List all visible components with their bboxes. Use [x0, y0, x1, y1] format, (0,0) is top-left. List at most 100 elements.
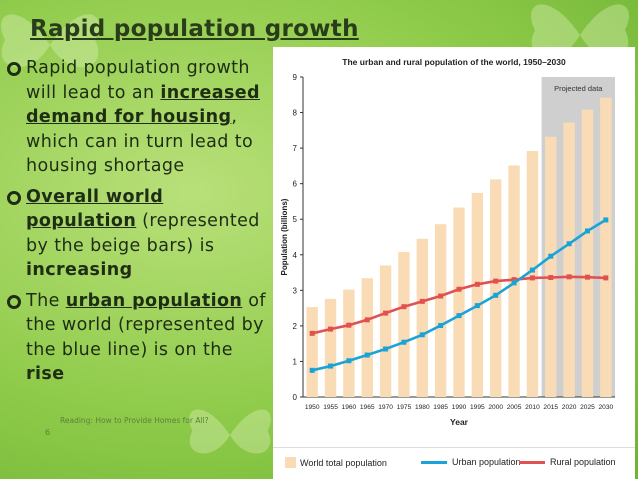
legend-swatch-bar — [285, 457, 296, 468]
bar-world-2030 — [600, 97, 612, 397]
ring-bullet-icon — [7, 294, 21, 309]
bar-world-1955 — [324, 298, 337, 397]
bullet-text: of the world (represented by the blue li… — [26, 290, 266, 360]
point-urban-2025 — [584, 228, 590, 234]
slide-number: 6 — [45, 428, 51, 437]
x-tick-label: 1970 — [378, 404, 393, 411]
point-urban-1975 — [401, 339, 407, 345]
point-urban-1985 — [438, 323, 444, 329]
point-urban-1990 — [456, 313, 462, 319]
y-tick-label: 1 — [293, 357, 298, 366]
point-urban-1995 — [474, 303, 480, 309]
point-urban-2005 — [511, 280, 517, 286]
point-urban-1965 — [364, 352, 370, 358]
point-urban-1955 — [328, 363, 334, 369]
point-rural-1990 — [456, 286, 462, 292]
y-tick-label: 8 — [293, 109, 298, 118]
slide-title: Rapid population growth — [30, 16, 359, 42]
bullet-item: Overall world population (represented by… — [6, 185, 274, 283]
bullet-emphasis: increased demand for housing — [26, 82, 260, 128]
point-rural-1970 — [383, 310, 389, 316]
butterfly-decoration — [531, 4, 629, 58]
y-tick-label: 0 — [293, 393, 298, 402]
bar-world-1960 — [343, 289, 355, 397]
x-tick-label: 1960 — [342, 404, 357, 411]
legend-label: Urban population — [452, 457, 521, 467]
y-tick-label: 7 — [293, 144, 298, 153]
point-urban-1960 — [346, 358, 352, 364]
projected-data-label: Projected data — [554, 84, 603, 93]
bar-world-1975 — [398, 251, 410, 397]
y-tick-label: 9 — [293, 73, 298, 82]
point-rural-1950 — [309, 330, 315, 336]
point-urban-2020 — [566, 241, 572, 247]
y-axis-label: Population (billions) — [280, 198, 289, 275]
y-tick-label: 4 — [293, 251, 298, 260]
bullet-text: Rapid population growth will lead to an — [26, 58, 250, 103]
x-tick-label: 2000 — [488, 404, 503, 411]
point-rural-2015 — [548, 275, 554, 281]
butterfly-decoration — [1, 14, 99, 68]
bullet-text: , which can in turn lead to housing shor… — [26, 107, 254, 176]
x-axis-label: Year — [450, 417, 469, 427]
legend-label: World total population — [300, 457, 387, 468]
x-tick-label: 1975 — [397, 404, 412, 411]
bar-world-1950 — [306, 307, 318, 397]
bullet-text: The — [26, 290, 66, 311]
chart-title: The urban and rural population of the wo… — [342, 57, 566, 67]
point-rural-2005 — [511, 277, 517, 283]
bar-world-1995 — [471, 192, 484, 397]
y-tick-label: 2 — [293, 322, 298, 331]
legend-swatch-rural — [519, 460, 545, 464]
x-tick-label: 2025 — [580, 404, 595, 411]
chart-panel: The urban and rural population of the wo… — [273, 47, 635, 479]
bullet-list: Rapid population growth will lead to an … — [6, 56, 274, 393]
bar-world-2000 — [490, 179, 502, 397]
point-rural-1965 — [364, 317, 370, 323]
x-tick-label: 2015 — [543, 404, 558, 411]
ring-bullet-icon — [7, 190, 21, 205]
bar-world-2020 — [563, 122, 575, 397]
bullet-bold: rise — [26, 364, 65, 384]
point-rural-1980 — [419, 298, 425, 304]
legend-swatch-urban — [421, 460, 447, 464]
bar-world-1990 — [453, 207, 465, 397]
y-tick-label: 6 — [293, 180, 298, 189]
bar-world-1985 — [434, 224, 447, 397]
footer-text: Reading: How to Provide Homes for All? — [60, 416, 209, 425]
point-urban-2010 — [529, 267, 535, 273]
bullet-text: (represented by the beige bars) is — [26, 211, 260, 256]
point-rural-1995 — [474, 281, 480, 287]
bullet-emphasis: urban population — [65, 290, 243, 311]
point-urban-2030 — [603, 217, 609, 223]
point-rural-2010 — [529, 275, 535, 281]
bar-world-1965 — [361, 278, 373, 397]
bar-world-1970 — [379, 265, 392, 397]
x-tick-label: 1995 — [470, 404, 485, 411]
bar-world-2025 — [581, 109, 594, 397]
point-rural-2025 — [584, 274, 590, 280]
point-rural-1985 — [438, 293, 444, 299]
point-urban-1950 — [309, 367, 315, 373]
point-urban-1970 — [383, 346, 389, 352]
point-rural-2030 — [603, 275, 609, 281]
x-tick-label: 1980 — [415, 404, 430, 411]
bar-world-2010 — [526, 150, 539, 397]
x-tick-label: 1990 — [452, 404, 467, 411]
legend-label: Rural population — [550, 457, 616, 467]
x-tick-label: 1965 — [360, 404, 375, 411]
point-urban-1980 — [419, 332, 425, 338]
x-tick-label: 1955 — [323, 404, 338, 411]
x-tick-label: 2030 — [598, 404, 613, 411]
point-urban-2015 — [548, 253, 554, 259]
bullet-bold: increasing — [26, 260, 133, 280]
butterfly-decoration — [189, 409, 271, 454]
population-chart: The urban and rural population of the wo… — [280, 57, 615, 427]
bar-world-1980 — [416, 238, 428, 397]
chart-legend: World total population Urban population … — [273, 447, 635, 478]
legend-item-rural: Rural population — [519, 457, 616, 467]
x-tick-label: 2005 — [507, 404, 522, 411]
legend-item-urban: Urban population — [421, 457, 521, 467]
point-urban-2000 — [493, 292, 499, 298]
point-rural-1960 — [346, 322, 352, 328]
